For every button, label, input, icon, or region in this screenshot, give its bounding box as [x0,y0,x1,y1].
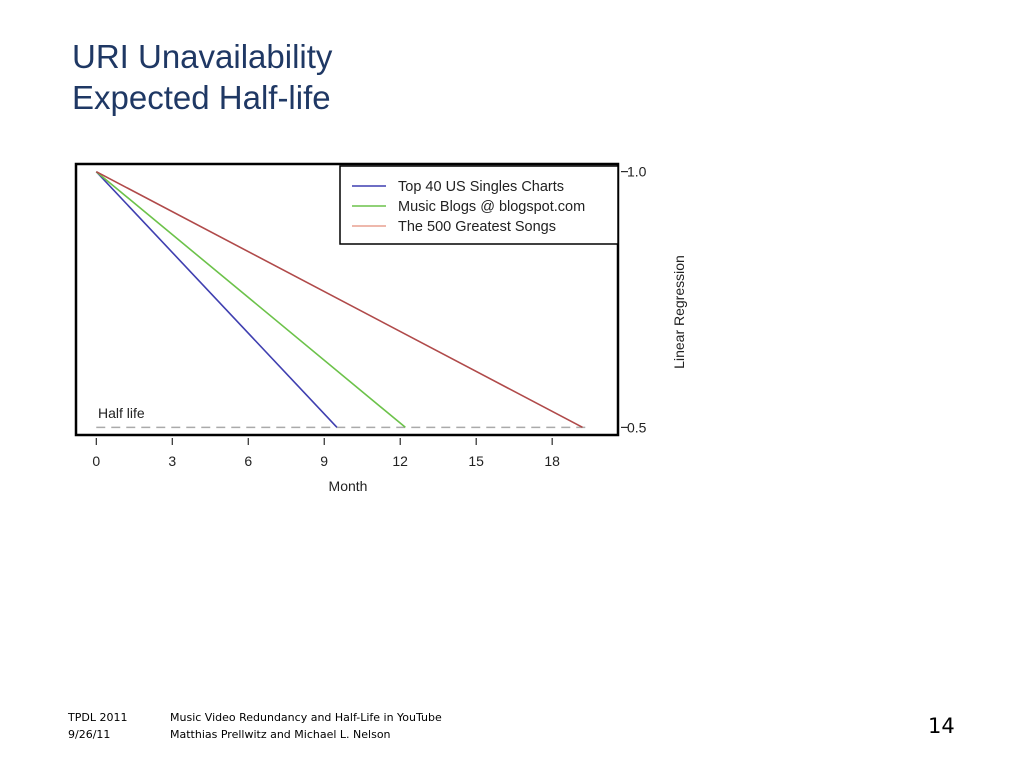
footer-authors: Matthias Prellwitz and Michael L. Nelson [170,728,391,741]
title-line-1: URI Unavailability [72,38,333,75]
series-lines [95,170,583,429]
x-axis-label: Month [329,478,368,494]
y-tick-label: 1.0 [627,164,647,180]
legend: Top 40 US Singles Charts Music Blogs @ bl… [339,165,619,245]
x-tick-label: 18 [544,453,560,469]
footer-conference: TPDL 2011 9/26/11 [68,709,127,743]
footer-date: 9/26/11 [68,728,111,741]
x-tick-label: 15 [468,453,484,469]
y-axis-label: Linear Regression [671,255,687,369]
legend-box [339,165,619,245]
series-line-2 [95,171,406,428]
y-axis-ticks: 0.5 1.0 [621,164,647,435]
half-life-label: Half life [98,405,145,421]
x-tick-label: 3 [168,453,176,469]
footer-paper: Music Video Redundancy and Half-Life in … [170,709,442,743]
footer-conference-name: TPDL 2011 [68,711,128,724]
plot-frame [74,162,620,437]
footer-paper-title: Music Video Redundancy and Half-Life in … [170,711,442,724]
x-tick-label: 6 [244,453,252,469]
series-line-3 [95,170,583,429]
x-tick-label: 0 [92,453,100,469]
x-axis-ticks: 0 3 6 9 12 15 18 [92,438,560,469]
x-tick-label: 12 [392,453,408,469]
slide-title: URI Unavailability Expected Half-life [72,36,332,118]
legend-label-1: Top 40 US Singles Charts [398,179,564,195]
title-line-2: Expected Half-life [72,79,331,116]
x-tick-label: 9 [320,453,328,469]
y-tick-label: 0.5 [627,419,647,435]
page-number: 14 [928,714,955,738]
legend-label-3: The 500 Greatest Songs [398,219,556,235]
series-line-1 [95,171,338,428]
legend-label-2: Music Blogs @ blogspot.com [398,199,585,215]
